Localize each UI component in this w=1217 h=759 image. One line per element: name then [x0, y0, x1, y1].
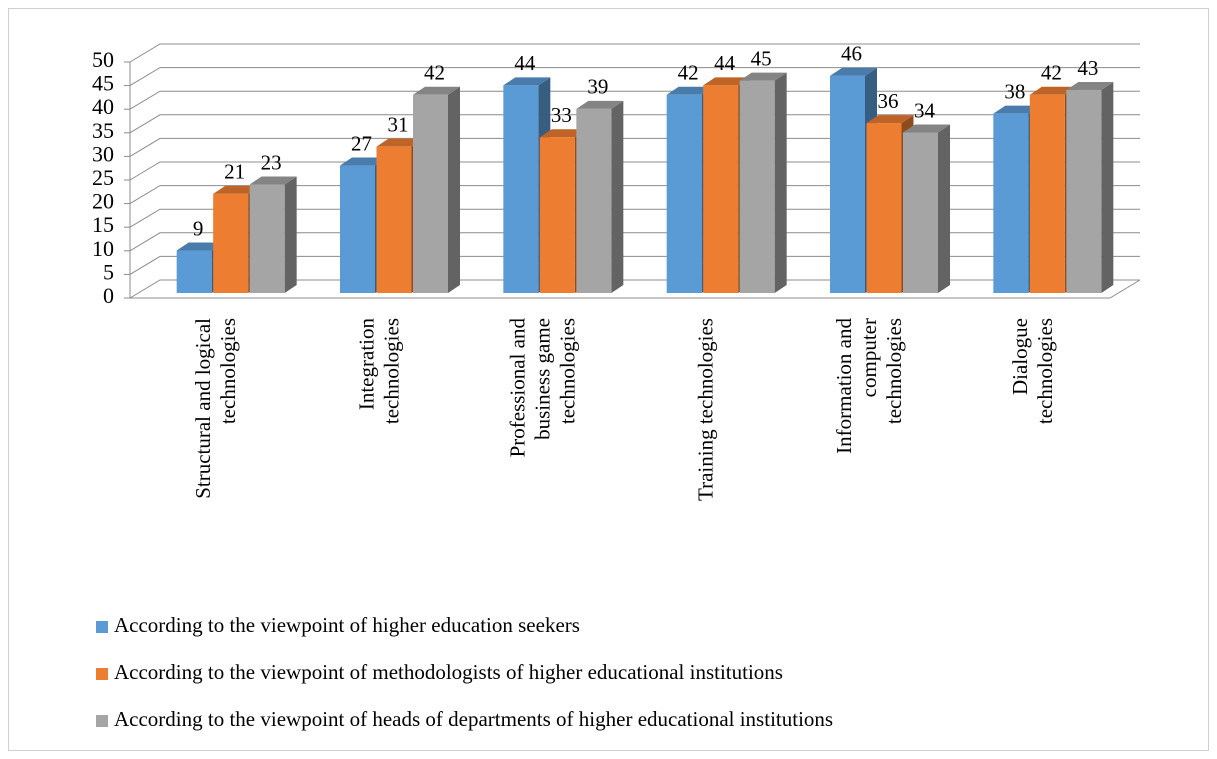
bar-side: [938, 124, 950, 294]
x-tick-label: Information andcomputertechnologies: [832, 318, 906, 454]
bar-top: [376, 138, 424, 147]
x-tick-label: Professional andbusiness gametechnologie…: [505, 318, 579, 458]
bar-top: [666, 86, 714, 95]
y-tick-label: 15: [92, 212, 114, 237]
bar-top: [703, 77, 751, 86]
bar: [539, 137, 575, 293]
value-label: 34: [914, 98, 936, 122]
bar-top: [903, 124, 950, 133]
x-tick-label: Training technologies: [693, 318, 717, 501]
value-label: 45: [751, 46, 772, 70]
legend-swatch: [96, 715, 108, 727]
bar-top: [993, 105, 1041, 114]
bar: [1029, 94, 1065, 293]
bar: [830, 75, 865, 293]
legend-swatch: [96, 668, 108, 680]
bar-top: [249, 176, 297, 185]
bar: [903, 132, 938, 293]
y-tick-label: 0: [103, 283, 114, 308]
bar: [413, 94, 448, 293]
y-tick-label: 30: [92, 141, 114, 166]
y-tick-label: 40: [92, 94, 114, 119]
bar: [739, 80, 775, 293]
bar: [213, 193, 249, 293]
bar-top: [1066, 82, 1114, 91]
legend-label: According to the viewpoint of heads of d…: [114, 707, 833, 731]
value-label: 23: [261, 150, 282, 174]
bar-top: [866, 115, 914, 124]
value-label: 42: [678, 61, 699, 85]
grid-line: [129, 255, 1140, 275]
grid-line: [129, 67, 1140, 87]
grid-line: [129, 137, 1140, 157]
bar-side: [284, 176, 297, 293]
value-label: 44: [514, 51, 536, 75]
bar: [1066, 90, 1102, 293]
y-tick-label: 35: [92, 118, 114, 143]
bar-top: [739, 72, 787, 81]
bar-top: [830, 67, 877, 76]
value-label: 38: [1004, 79, 1025, 103]
bar-top: [576, 100, 624, 109]
y-tick-label: 45: [92, 71, 114, 96]
bar-top: [503, 77, 551, 86]
x-tick-label: Integrationtechnologies: [354, 318, 403, 425]
y-tick-label: 5: [103, 259, 114, 284]
bar: [666, 94, 702, 293]
bar-top: [213, 185, 261, 194]
bar-top: [1029, 86, 1077, 95]
bar: [340, 165, 375, 293]
grid-line: [129, 185, 1140, 205]
bar-top: [539, 129, 587, 138]
bar: [503, 85, 539, 293]
grid-line: [129, 208, 1140, 228]
bar-top: [413, 86, 460, 95]
value-label: 21: [224, 160, 245, 184]
x-tick-label: Structural and logicaltechnologies: [191, 318, 240, 499]
value-label: 42: [424, 61, 445, 85]
value-label: 27: [351, 131, 372, 155]
bar: [249, 184, 285, 293]
bar: [176, 250, 212, 293]
legend-label: According to the viewpoint of higher edu…: [114, 613, 580, 637]
grid-line: [129, 232, 1140, 252]
x-tick-label: Dialoguetechnologies: [1008, 318, 1057, 424]
value-label: 31: [388, 112, 409, 136]
value-label: 39: [587, 75, 608, 99]
grid-line: [129, 43, 1140, 63]
grid-line: [129, 279, 1140, 299]
legend-swatch: [96, 621, 108, 633]
value-label: 43: [1077, 56, 1098, 80]
value-label: 33: [551, 103, 572, 127]
grid-line: [129, 90, 1140, 110]
bar: [576, 108, 612, 293]
y-tick-label: 20: [92, 189, 114, 214]
bar-side: [1101, 82, 1114, 293]
value-label: 36: [878, 89, 899, 113]
bar-side: [774, 72, 787, 293]
bar-top: [340, 157, 387, 166]
bar-side: [611, 100, 624, 293]
bar-side: [448, 86, 460, 293]
bar: [866, 123, 902, 293]
grid-line: [129, 161, 1140, 181]
value-label: 46: [841, 42, 862, 66]
y-tick-label: 10: [92, 236, 114, 261]
floor: [130, 279, 1141, 299]
y-tick-label: 25: [92, 165, 114, 190]
bar: [993, 113, 1029, 293]
bar: [703, 85, 739, 293]
bar-top: [176, 242, 224, 251]
value-label: 42: [1041, 61, 1062, 85]
value-label: 9: [193, 216, 204, 240]
bar: [376, 146, 412, 293]
y-tick-label: 50: [92, 47, 114, 72]
legend-label: According to the viewpoint of methodolog…: [114, 660, 783, 684]
grid-line: [129, 114, 1140, 134]
value-label: 44: [714, 51, 736, 75]
